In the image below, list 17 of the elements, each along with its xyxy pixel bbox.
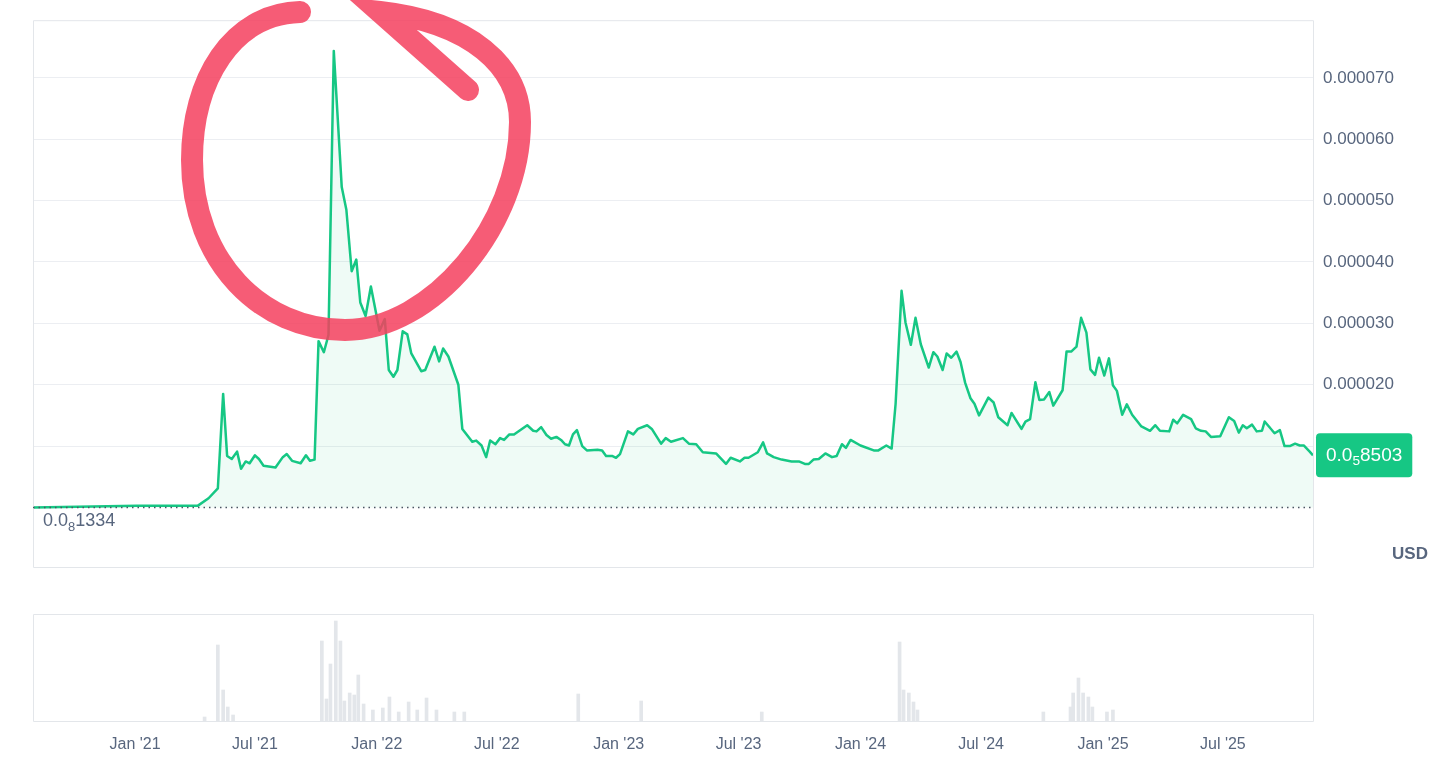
x-tick-label: Jul '21 [232,735,278,753]
x-tick-label: Jan '25 [1077,735,1129,753]
x-tick-label: Jul '22 [473,735,520,753]
y-tick-label: 0.000060 [1323,128,1394,148]
y-tick-label: 0.000020 [1323,374,1394,394]
x-tick-label: Jan '24 [834,735,887,753]
y-axis-title: USD [1392,543,1428,563]
x-tick-label: Jan '21 [109,735,161,753]
y-tick-label: 0.000050 [1323,190,1394,210]
x-tick-label: Jan '23 [593,735,645,753]
x-tick-label: Jul '24 [958,735,1005,753]
x-tick-label: Jul '25 [1200,735,1246,753]
x-tick-label: Jul '23 [715,735,762,753]
x-tick-label: Jan '22 [351,735,403,753]
y-tick-label: 0.000070 [1323,67,1394,87]
y-tick-label: 0.000030 [1323,313,1394,333]
y-tick-label: 0.000040 [1323,251,1394,271]
